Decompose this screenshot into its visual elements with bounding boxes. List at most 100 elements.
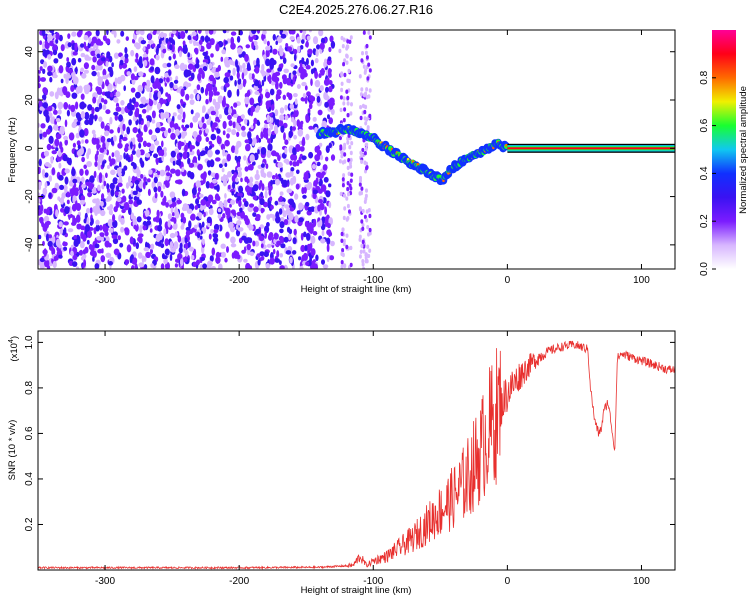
heatmap-speckle xyxy=(40,77,46,82)
heatmap-speckle xyxy=(174,129,180,136)
heatmap-speckle xyxy=(270,104,275,111)
heatmap-speckle xyxy=(253,117,258,124)
heatmap-speckle xyxy=(130,153,134,162)
heatmap-speckle xyxy=(89,250,96,256)
heatmap-speckle xyxy=(198,222,202,228)
heatmap-speckle xyxy=(230,209,236,214)
heatmap-speckle xyxy=(77,144,81,150)
heatmap-speckle xyxy=(141,96,147,105)
heatmap-speckle xyxy=(367,30,371,35)
heatmap-speckle xyxy=(163,258,168,265)
heatmap-speckle xyxy=(122,123,126,132)
heatmap-speckle xyxy=(114,191,119,196)
heatmap-speckle xyxy=(288,198,295,206)
heatmap-speckle xyxy=(292,76,296,85)
heatmap-speckle xyxy=(289,103,295,110)
heatmap-speckle xyxy=(224,162,228,167)
heatmap-speckle xyxy=(153,176,158,184)
heatmap-speckle xyxy=(149,66,155,71)
heatmap-speckle xyxy=(269,61,275,70)
heatmap-speckle xyxy=(138,262,145,268)
heatmap-speckle xyxy=(222,178,228,187)
heatmap-speckle xyxy=(243,258,248,263)
heatmap-speckle xyxy=(217,214,222,219)
heatmap-speckle xyxy=(65,74,72,79)
heatmap-speckle xyxy=(115,91,121,98)
heatmap-speckle xyxy=(129,236,134,245)
heatmap-speckle xyxy=(39,257,45,263)
heatmap-speckle xyxy=(145,251,152,259)
heatmap-speckle xyxy=(209,83,213,91)
heatmap-speckle xyxy=(171,33,174,38)
heatmap-speckle xyxy=(349,178,353,183)
heatmap-speckle xyxy=(173,84,178,90)
heatmap-speckle xyxy=(222,148,226,157)
heatmap-speckle xyxy=(341,227,345,232)
heatmap-speckle xyxy=(245,143,251,152)
heatmap-speckle xyxy=(53,58,59,64)
heatmap-speckle xyxy=(192,115,198,123)
heatmap-speckle xyxy=(114,77,118,86)
heatmap-speckle xyxy=(224,40,228,45)
heatmap-speckle xyxy=(165,175,170,181)
heatmap-speckle xyxy=(150,248,153,255)
heatmap-speckle xyxy=(49,30,55,33)
heatmap-speckle xyxy=(169,191,176,199)
heatmap-speckle xyxy=(208,140,213,145)
heatmap-speckle xyxy=(39,106,44,111)
heatmap-speckle xyxy=(318,73,322,79)
heatmap-speckle xyxy=(330,108,335,115)
heatmap-speckle xyxy=(94,263,100,269)
heatmap-speckle xyxy=(345,53,349,58)
heatmap-speckle xyxy=(180,88,185,97)
heatmap-speckle xyxy=(49,76,53,83)
heatmap-speckle xyxy=(202,178,206,184)
heatmap-speckle xyxy=(206,160,212,168)
x-tick-label: -300 xyxy=(95,576,115,587)
heatmap-speckle xyxy=(146,43,151,50)
heatmap-speckle xyxy=(283,68,290,74)
heatmap-speckle xyxy=(181,124,185,129)
heatmap-speckle xyxy=(365,209,369,214)
heatmap-speckle xyxy=(138,62,144,69)
heatmap-speckle xyxy=(349,157,353,163)
heatmap-speckle xyxy=(358,237,362,242)
heatmap-speckle xyxy=(117,182,123,187)
heatmap-speckle xyxy=(72,261,78,267)
heatmap-speckle xyxy=(151,134,157,141)
heatmap-speckle xyxy=(274,128,279,135)
heatmap-speckle xyxy=(267,234,273,241)
heatmap-speckle xyxy=(44,162,51,167)
heatmap-speckle xyxy=(360,219,364,224)
heatmap-speckle xyxy=(151,119,156,124)
heatmap-speckle xyxy=(126,244,132,253)
heatmap-speckle xyxy=(212,233,219,239)
heatmap-speckle xyxy=(78,30,83,36)
heatmap-speckle xyxy=(102,223,107,232)
heatmap-speckle xyxy=(128,207,132,216)
heatmap-speckle xyxy=(340,264,344,269)
heatmap-speckle xyxy=(172,53,176,60)
heatmap-speckle xyxy=(42,41,46,50)
heatmap-speckle xyxy=(328,117,334,125)
heatmap-speckle xyxy=(124,146,129,153)
heatmap-speckle xyxy=(366,76,370,81)
heatmap-speckle xyxy=(222,120,227,130)
heatmap-speckle xyxy=(55,133,62,140)
heatmap-speckle xyxy=(163,255,168,260)
heatmap-speckle xyxy=(218,200,223,209)
heatmap-speckle xyxy=(181,118,185,123)
heatmap-speckle xyxy=(330,240,335,247)
heatmap-speckle xyxy=(109,228,114,233)
heatmap-speckle xyxy=(217,64,221,72)
heatmap-speckle xyxy=(303,231,307,238)
heatmap-speckle xyxy=(263,123,268,129)
heatmap-speckle xyxy=(167,213,172,220)
heatmap-speckle xyxy=(298,256,302,261)
heatmap-speckle xyxy=(293,53,297,62)
heatmap-speckle xyxy=(115,106,122,112)
heatmap-speckle xyxy=(130,189,134,198)
heatmap-speckle xyxy=(230,145,236,153)
heatmap-speckle xyxy=(173,217,177,224)
heatmap-speckle xyxy=(232,67,236,76)
